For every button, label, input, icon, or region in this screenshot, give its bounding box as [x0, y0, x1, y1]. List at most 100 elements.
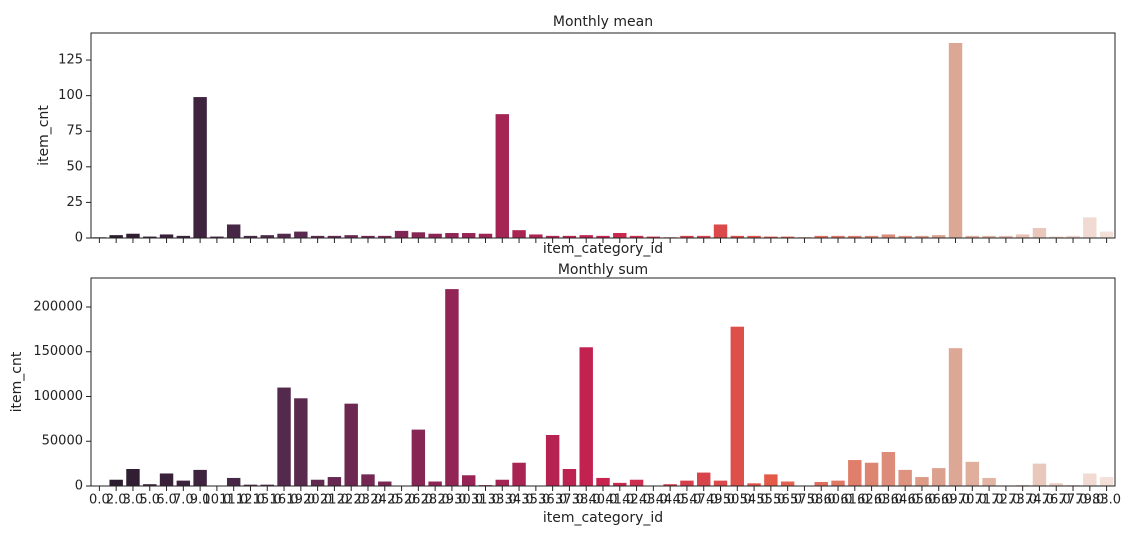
- bar: [747, 483, 761, 486]
- x-tick-label: 71.0: [975, 493, 1004, 508]
- bar: [747, 235, 761, 238]
- y-tick-label: 100000: [33, 389, 83, 404]
- bar: [159, 234, 174, 238]
- x-tick-label: 57.0: [790, 493, 819, 508]
- bar: [629, 235, 644, 238]
- bar: [864, 462, 879, 486]
- bar: [344, 235, 358, 238]
- x-axis-label: item_category_id: [543, 241, 663, 257]
- x-tick-label: 20.0: [303, 493, 332, 508]
- y-tick-label: 0: [75, 231, 83, 246]
- y-tick-label: 0: [75, 479, 83, 494]
- x-tick-label: 22.0: [337, 493, 366, 508]
- bar: [495, 479, 509, 486]
- bar: [109, 235, 123, 238]
- bar: [445, 289, 459, 486]
- x-tick-label: 5.0: [139, 493, 160, 508]
- bar: [176, 235, 191, 238]
- bar: [764, 236, 778, 238]
- bar: [143, 484, 157, 486]
- bar: [461, 233, 476, 238]
- x-tick-label: 40.0: [589, 493, 618, 508]
- y-axis-label: item_cnt: [9, 351, 25, 412]
- bar: [310, 479, 325, 486]
- y-axis-label: item_cnt: [36, 105, 52, 166]
- bar: [327, 477, 342, 486]
- x-tick-label: 21.0: [320, 493, 349, 508]
- bar: [579, 235, 593, 238]
- bar: [243, 484, 258, 486]
- y-tick-label: 150000: [33, 344, 83, 359]
- bar: [613, 482, 627, 486]
- bar: [932, 468, 946, 486]
- bar: [1066, 235, 1080, 238]
- x-tick-label: 3.0: [123, 493, 144, 508]
- x-tick-label: 42.0: [622, 493, 651, 508]
- x-tick-label: 34.0: [505, 493, 534, 508]
- bar: [210, 236, 224, 238]
- x-tick-label: 49.0: [706, 493, 735, 508]
- bar: [1049, 483, 1063, 486]
- bar: [730, 235, 745, 238]
- bar: [193, 469, 207, 486]
- bar: [545, 235, 560, 238]
- x-tick-label: 74.0: [1025, 493, 1054, 508]
- x-tick-label: 31.0: [471, 493, 500, 508]
- bar: [915, 477, 929, 486]
- bar: [831, 480, 845, 486]
- bar: [411, 232, 426, 238]
- bar: [176, 480, 191, 486]
- x-tick-label: 65.0: [907, 493, 936, 508]
- bar: [848, 460, 862, 486]
- bar: [226, 477, 241, 486]
- bar: [898, 235, 912, 238]
- bar: [613, 233, 627, 238]
- x-tick-label: 29.0: [437, 493, 466, 508]
- x-tick-label: 9.0: [190, 493, 211, 508]
- bar: [1032, 463, 1047, 486]
- bar: [495, 114, 509, 238]
- bar: [780, 481, 795, 486]
- x-tick-label: 45.0: [672, 493, 701, 508]
- bar: [982, 477, 996, 486]
- bar: [461, 475, 476, 486]
- bar: [680, 480, 694, 486]
- bar: [932, 235, 946, 238]
- y-tick-label: 100: [58, 88, 83, 103]
- bar: [126, 233, 140, 238]
- y-tick-label: 50: [66, 159, 83, 174]
- bar: [596, 477, 610, 486]
- bar: [260, 235, 274, 238]
- bar: [814, 481, 828, 486]
- x-tick-label: 16.0: [270, 493, 299, 508]
- x-tick-label: 33.0: [488, 493, 517, 508]
- bar: [1032, 228, 1047, 238]
- x-tick-label: 10.0: [202, 493, 231, 508]
- bar: [193, 97, 207, 238]
- bar: [730, 326, 745, 486]
- bar: [562, 235, 577, 238]
- bar: [428, 481, 442, 486]
- bar: [831, 235, 845, 238]
- bar: [1083, 473, 1097, 486]
- y-tick-label: 25: [66, 195, 83, 210]
- bar: [378, 235, 392, 238]
- bar: [277, 387, 291, 486]
- x-tick-label: 79.0: [1075, 493, 1104, 508]
- bar: [310, 235, 325, 238]
- bar: [982, 235, 996, 238]
- bar: [948, 42, 963, 239]
- bar: [881, 451, 896, 486]
- x-tick-label: 24.0: [370, 493, 399, 508]
- x-tick-label: 38.0: [572, 493, 601, 508]
- y-tick-label: 125: [58, 53, 83, 68]
- x-tick-label: 0.0: [89, 493, 110, 508]
- x-tick-label: 26.0: [404, 493, 433, 508]
- x-tick-label: 47.0: [689, 493, 718, 508]
- bar: [529, 234, 543, 238]
- x-tick-label: 36.0: [538, 493, 567, 508]
- bar: [697, 235, 711, 238]
- bar: [780, 236, 795, 238]
- bar: [1015, 234, 1030, 238]
